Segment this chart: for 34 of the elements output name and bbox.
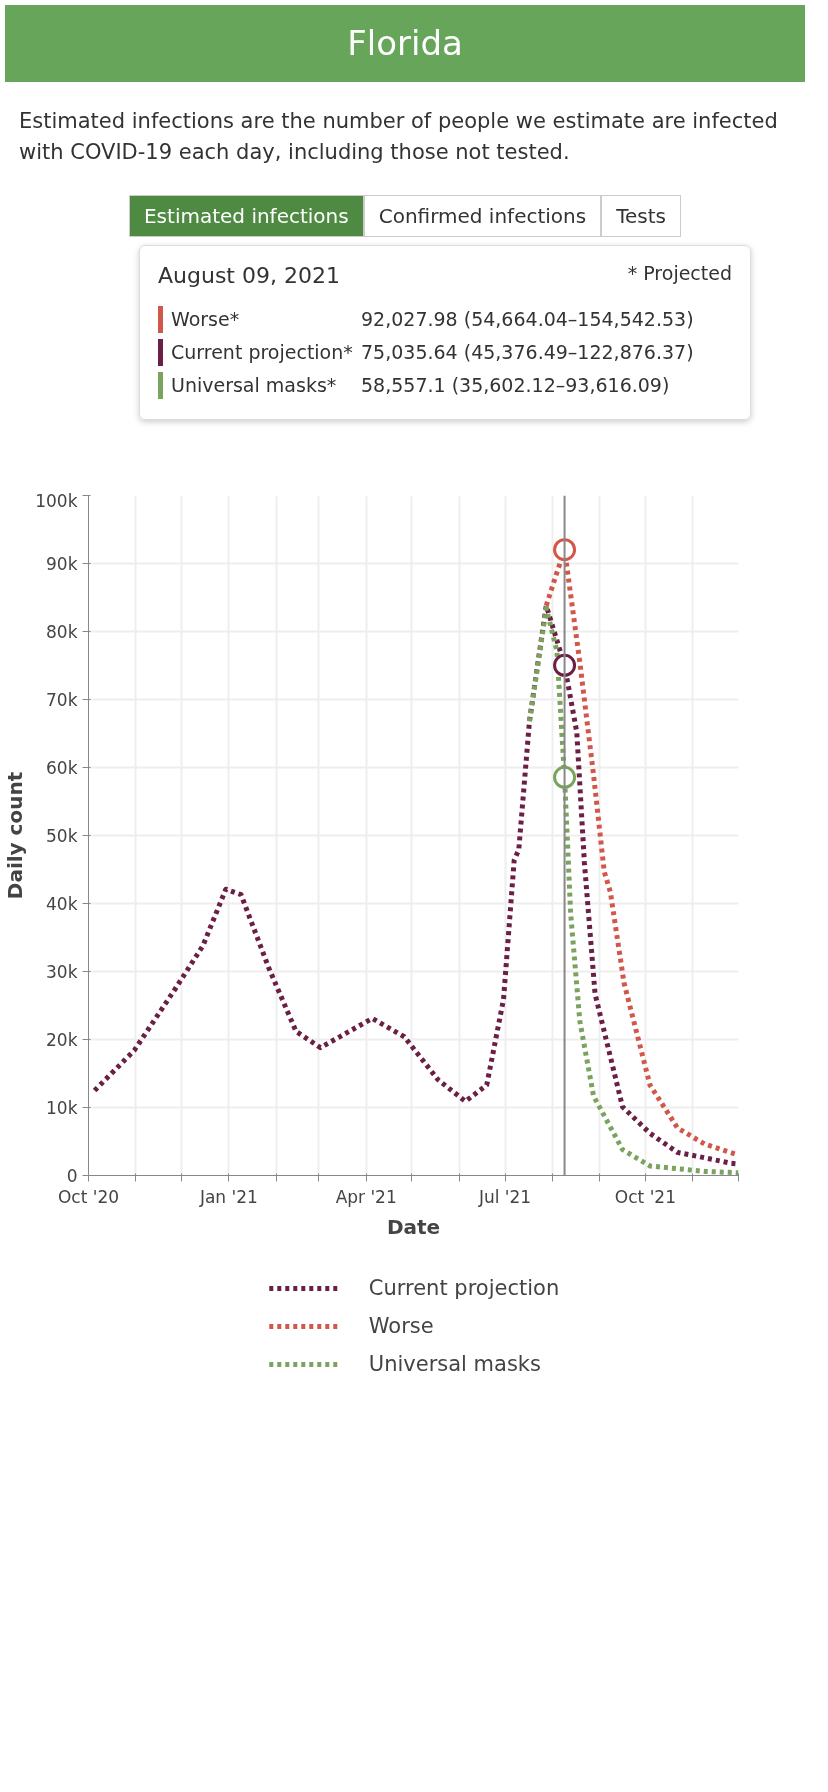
text: Estimated infections [128, 194, 364, 238]
y-tick-label: 10k [46, 1097, 78, 1118]
text: 92,027.98 (54,664.04–154,542.53) [361, 306, 694, 332]
x-tick-label: Jul '21 [477, 1186, 532, 1207]
chart-subtitle: Estimated infections are the number of people we estimate are infected with COVID-19 each day, including those not tested. [19, 107, 779, 167]
legend-label: Universal masks [368, 1352, 541, 1376]
chart-title: Florida [5, 5, 805, 82]
y-tick-label: 60k [46, 757, 78, 778]
x-axis-title: Date [386, 1214, 441, 1239]
text: August 09, 2021 [158, 262, 340, 291]
legend-label: Current projection [368, 1276, 560, 1300]
y-tick-label: 20k [46, 1029, 78, 1050]
y-tick-label: 0 [66, 1165, 78, 1186]
y-tick-label: 80k [46, 621, 78, 642]
y-axis-title: Daily count [3, 771, 28, 900]
text: Current projection* [171, 339, 354, 365]
x-tick-label: Oct '20 [57, 1186, 120, 1207]
text: 75,035.64 (45,376.49–122,876.37) [361, 339, 694, 365]
x-tick-label: Apr '21 [335, 1186, 397, 1207]
y-tick-label: 40k [46, 893, 78, 914]
y-tick-label: 100k [35, 490, 78, 511]
legend-label: Worse [368, 1314, 434, 1338]
y-tick-label: 50k [46, 825, 78, 846]
text: Universal masks* [171, 372, 338, 398]
y-tick-label: 90k [46, 553, 78, 574]
text: Confirmed infections [363, 194, 602, 238]
x-tick-label: Jan '21 [198, 1186, 258, 1207]
text: * Projected [627, 261, 732, 287]
x-tick-label: Oct '21 [614, 1186, 676, 1207]
y-tick-label: 70k [46, 689, 78, 710]
text: Tests [601, 194, 681, 238]
text: 58,557.1 (35,602.12–93,616.09) [361, 372, 670, 398]
y-tick-label: 30k [46, 961, 78, 982]
text: Worse* [171, 306, 241, 332]
